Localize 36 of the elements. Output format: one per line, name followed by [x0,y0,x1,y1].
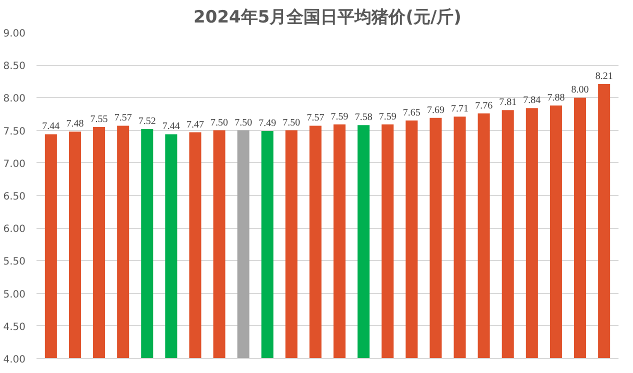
y-tick-label: 4.50 [3,322,26,333]
y-tick-label: 5.00 [3,289,26,300]
chart-title: 2024年5月全国日平均猪价(元/斤) [194,8,462,28]
data-label: 7.55 [90,114,108,126]
data-label: 8.21 [595,71,613,82]
y-tick-label: 9.00 [3,28,26,40]
y-tick-label: 7.00 [3,158,26,170]
data-label: 7.44 [42,121,60,132]
data-label: 7.71 [451,104,469,115]
data-label: 7.44 [162,121,180,132]
y-tick-label: 7.50 [3,126,26,138]
y-tick-label: 6.00 [3,224,26,236]
y-tick-label: 6.50 [3,192,26,202]
data-label: 7.57 [114,112,132,124]
y-tick-label: 8.50 [3,61,26,72]
data-label: 7.52 [138,116,156,127]
y-tick-label: 4.00 [3,354,26,366]
data-label: 7.69 [426,104,444,116]
data-label: 7.59 [378,111,396,122]
data-label: 8.00 [571,84,589,96]
data-label: 7.50 [234,117,252,128]
data-label: 7.81 [499,97,517,108]
y-tick-label: 8.00 [3,94,26,105]
data-label: 7.57 [306,112,324,124]
data-label: 7.48 [66,118,84,130]
data-label: 7.47 [186,119,204,130]
y-tick-label: 5.50 [3,256,26,268]
data-label: 7.50 [282,117,300,128]
data-label: 7.59 [330,111,348,122]
data-label: 7.76 [475,100,493,112]
data-label: 7.49 [258,118,276,129]
data-label: 7.58 [354,112,372,124]
data-label: 7.84 [523,95,541,106]
data-label: 7.65 [402,108,420,119]
data-label: 7.88 [547,92,565,104]
data-label: 7.50 [210,117,228,128]
